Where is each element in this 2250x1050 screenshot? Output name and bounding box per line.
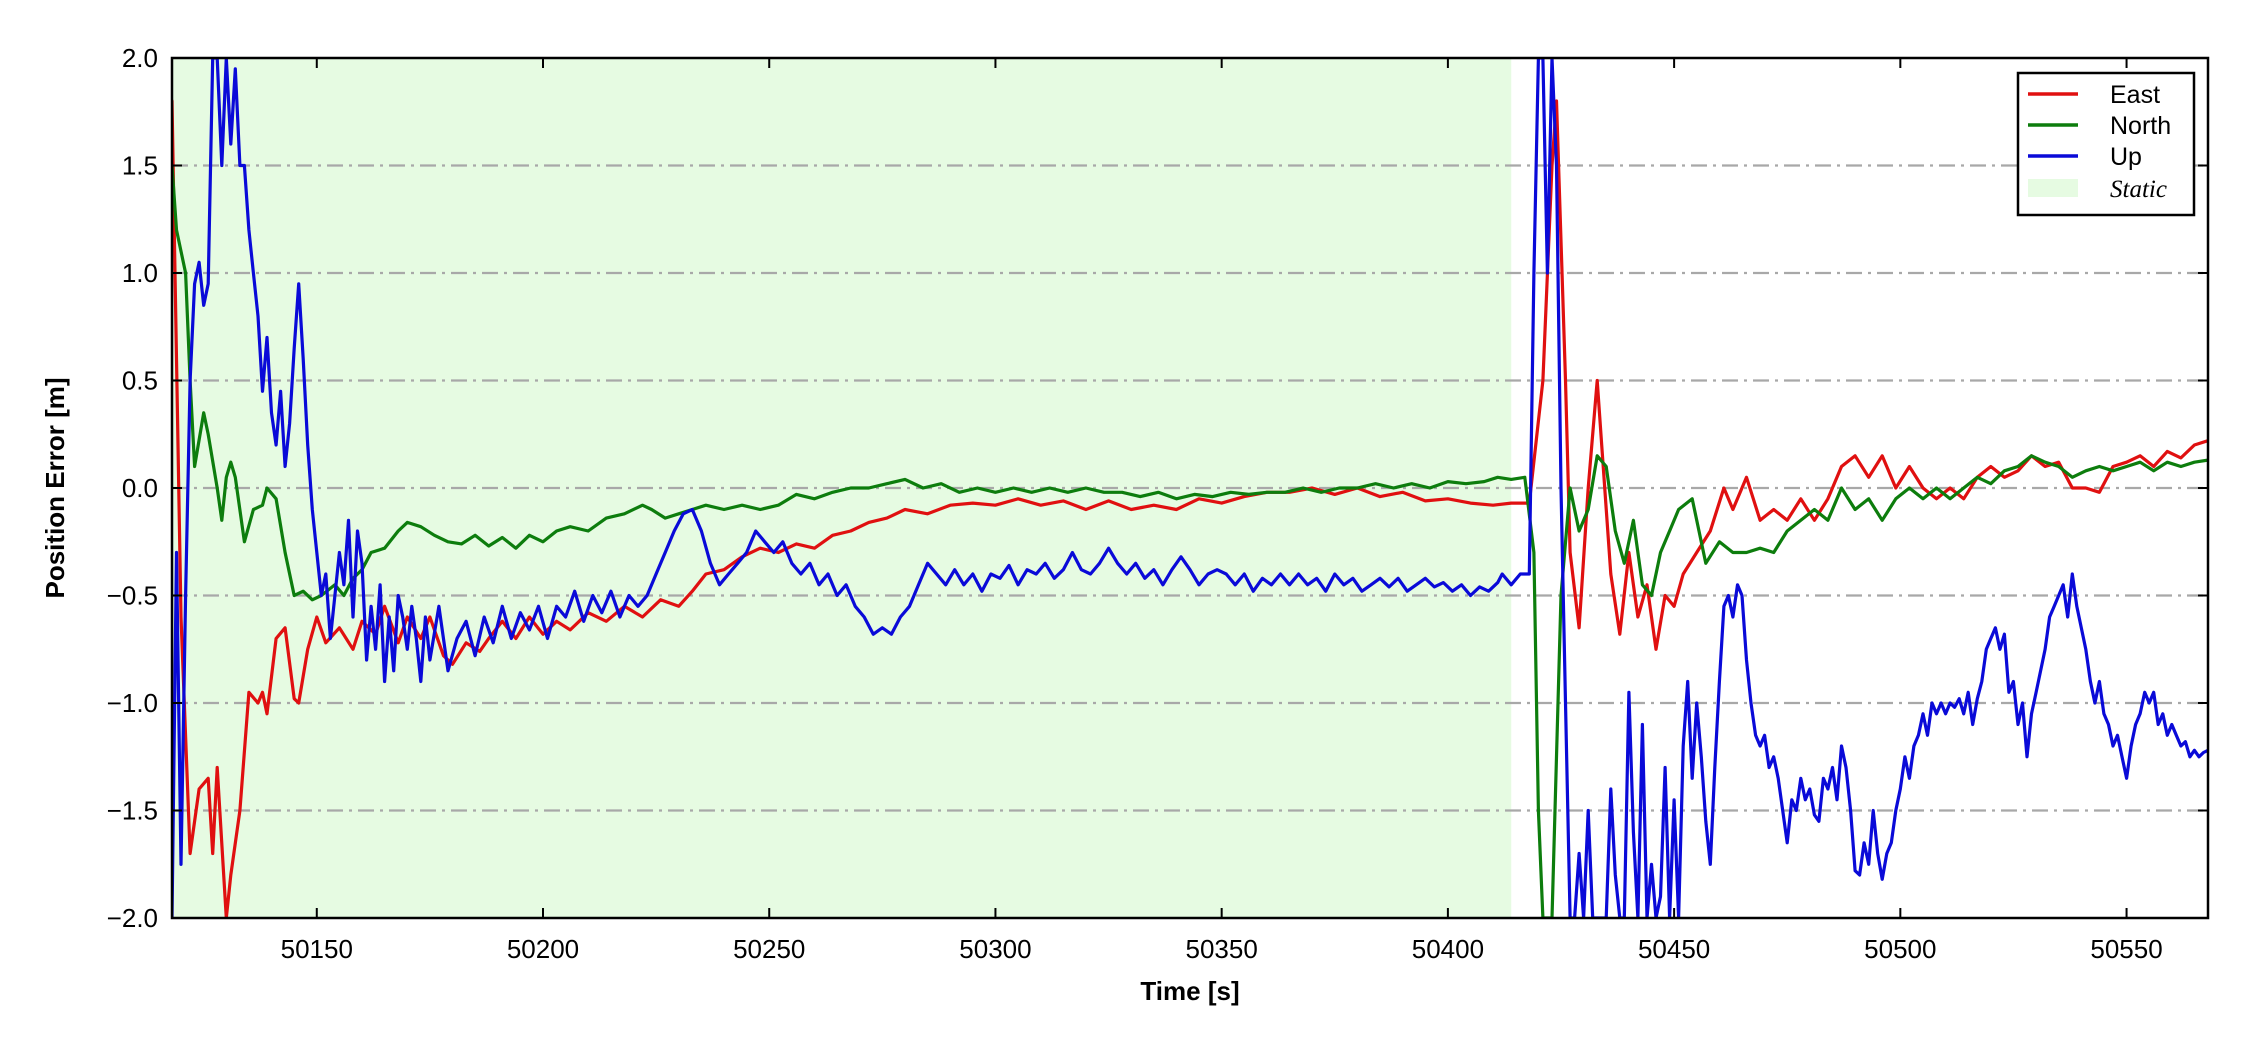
- x-tick-label: 50400: [1412, 934, 1484, 964]
- legend-north-label: North: [2110, 112, 2171, 140]
- series-line-north: [172, 163, 2208, 918]
- y-tick-label: 1.5: [122, 151, 158, 181]
- x-tick-label: 50500: [1864, 934, 1936, 964]
- x-tick-label: 50200: [507, 934, 579, 964]
- legend-static-label: Static: [2110, 176, 2167, 203]
- x-tick-label: 50450: [1638, 934, 1710, 964]
- x-tick-label: 50350: [1186, 934, 1258, 964]
- x-tick-label: 50150: [281, 934, 353, 964]
- x-tick-label: 50250: [733, 934, 805, 964]
- y-tick-label: −2.0: [107, 903, 158, 933]
- series-line-up: [172, 58, 2208, 918]
- x-tick-label: 50550: [2090, 934, 2162, 964]
- x-tick-label: 50300: [959, 934, 1031, 964]
- y-tick-label: 0.0: [122, 473, 158, 503]
- x-axis-title: Time [s]: [1140, 976, 1239, 1006]
- y-tick-label: 2.0: [122, 43, 158, 73]
- y-tick-label: 1.0: [122, 258, 158, 288]
- legend-static-swatch: [2028, 179, 2078, 197]
- legend-east-label: East: [2110, 81, 2160, 109]
- y-tick-label: −0.5: [107, 581, 158, 611]
- y-tick-label: 0.5: [122, 366, 158, 396]
- y-axis-title: Position Error [m]: [40, 377, 70, 598]
- y-tick-label: −1.5: [107, 796, 158, 826]
- y-tick-label: −1.0: [107, 688, 158, 718]
- legend: East North Up Static: [2016, 71, 2196, 217]
- legend-up-label: Up: [2110, 143, 2142, 171]
